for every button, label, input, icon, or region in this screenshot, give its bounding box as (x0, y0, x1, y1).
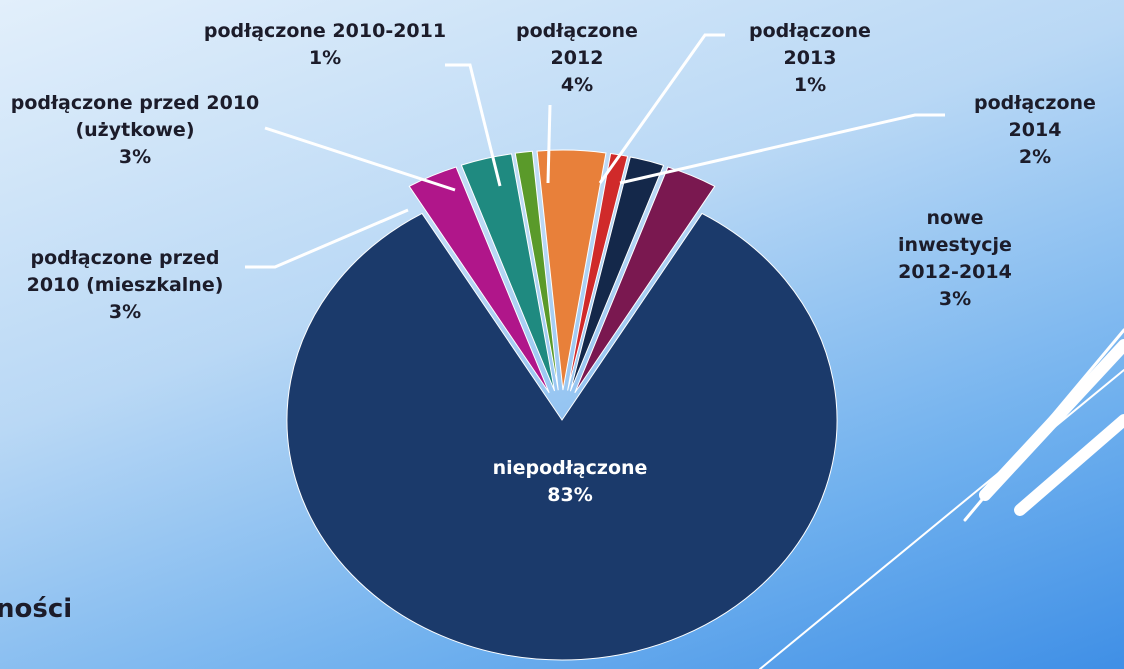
data-label: podłączone 2012 4% (492, 18, 662, 99)
data-label: nowe inwestycje 2012-2014 3% (870, 205, 1040, 313)
pie-slice (460, 153, 556, 392)
data-label: podłączone 2014 2% (950, 90, 1120, 171)
pie (286, 149, 838, 661)
category-label: niepodłączone (492, 457, 648, 479)
data-label: podłączone przed 2010 (użytkowe) 3% (5, 90, 265, 171)
value-label: 3% (108, 301, 142, 323)
deco-line (1014, 414, 1124, 516)
category-label: podłączone 2010-2011 (203, 20, 447, 42)
slide-text: ności (0, 594, 73, 624)
leader-line (598, 33, 725, 184)
decoration (759, 328, 1124, 669)
category-label: podłączone 2012 (516, 20, 638, 69)
category-label: podłączone 2013 (749, 20, 871, 69)
data-label: podłączone 2013 1% (725, 18, 895, 99)
value-label: 83% (547, 484, 593, 506)
value-label: 3% (118, 146, 152, 168)
data-label: podłączone 2010-2011 1% (195, 18, 455, 72)
value-label: 1% (793, 74, 827, 96)
leader-line (546, 104, 552, 184)
pie-slice (286, 212, 838, 661)
pie-slice (514, 150, 559, 391)
data-label: podłączone przed 2010 (mieszkalne) 3% (25, 245, 225, 326)
value-label: 4% (560, 74, 594, 96)
value-label: 3% (938, 288, 972, 310)
leader-lines (245, 33, 945, 269)
data-label: niepodłączone 83% (455, 455, 685, 509)
category-label: nowe inwestycje 2012-2014 (898, 207, 1012, 283)
category-label: podłączone przed 2010 (mieszkalne) (26, 247, 224, 296)
leader-line (445, 63, 502, 187)
category-label: podłączone 2014 (974, 92, 1096, 141)
deco-line (759, 369, 1124, 669)
leader-line (245, 208, 409, 269)
pie-slice (574, 166, 716, 394)
value-label: 2% (1018, 146, 1052, 168)
pie-slice (569, 156, 665, 392)
pie-slice (408, 166, 550, 394)
pie-slice (536, 149, 607, 391)
leader-line (619, 113, 945, 185)
value-label: 1% (308, 47, 342, 69)
deco-line (979, 339, 1124, 501)
leader-line (264, 126, 456, 192)
category-label: podłączone przed 2010 (użytkowe) (10, 92, 260, 141)
